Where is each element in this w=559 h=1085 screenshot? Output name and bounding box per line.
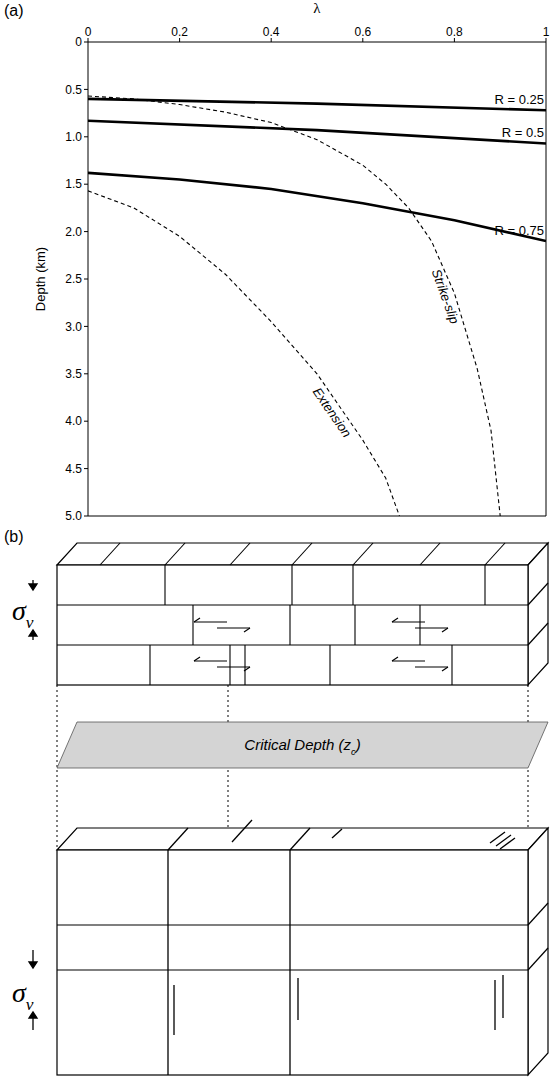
- svg-text:σv: σv: [12, 595, 34, 632]
- svg-text:R = 0.5: R = 0.5: [502, 125, 544, 140]
- svg-text:1: 1: [543, 25, 550, 39]
- svg-text:0.5: 0.5: [65, 83, 82, 97]
- html-text:(a): (a): [4, 2, 24, 19]
- svg-text:0: 0: [85, 25, 92, 39]
- svg-text:0.6: 0.6: [354, 25, 371, 39]
- svg-text:2.0: 2.0: [65, 225, 82, 239]
- html-text:Depth (km): Depth (km): [32, 246, 48, 312]
- svg-text:4.0: 4.0: [65, 414, 82, 428]
- html-text:(b): (b): [4, 528, 24, 545]
- svg-text:1.5: 1.5: [65, 177, 82, 191]
- svg-text:0.8: 0.8: [446, 25, 463, 39]
- svg-text:0.4: 0.4: [263, 25, 280, 39]
- svg-text:σv: σv: [12, 977, 34, 1014]
- svg-text:5.0: 5.0: [65, 509, 82, 523]
- svg-text:R = 0.25: R = 0.25: [494, 92, 544, 107]
- html-text:λ: λ: [313, 0, 321, 16]
- svg-text:1.0: 1.0: [65, 130, 82, 144]
- svg-text:R = 0.75: R = 0.75: [494, 223, 544, 238]
- svg-text:Extension: Extension: [310, 385, 355, 441]
- svg-text:Strike-slip: Strike-slip: [429, 267, 462, 326]
- svg-text:4.5: 4.5: [65, 462, 82, 476]
- svg-text:2.5: 2.5: [65, 272, 82, 286]
- svg-text:0.2: 0.2: [171, 25, 188, 39]
- svg-text:3.0: 3.0: [65, 320, 82, 334]
- svg-text:0: 0: [75, 35, 82, 49]
- svg-text:3.5: 3.5: [65, 367, 82, 381]
- svg-text:Critical Depth (zc): Critical Depth (zc): [244, 736, 360, 757]
